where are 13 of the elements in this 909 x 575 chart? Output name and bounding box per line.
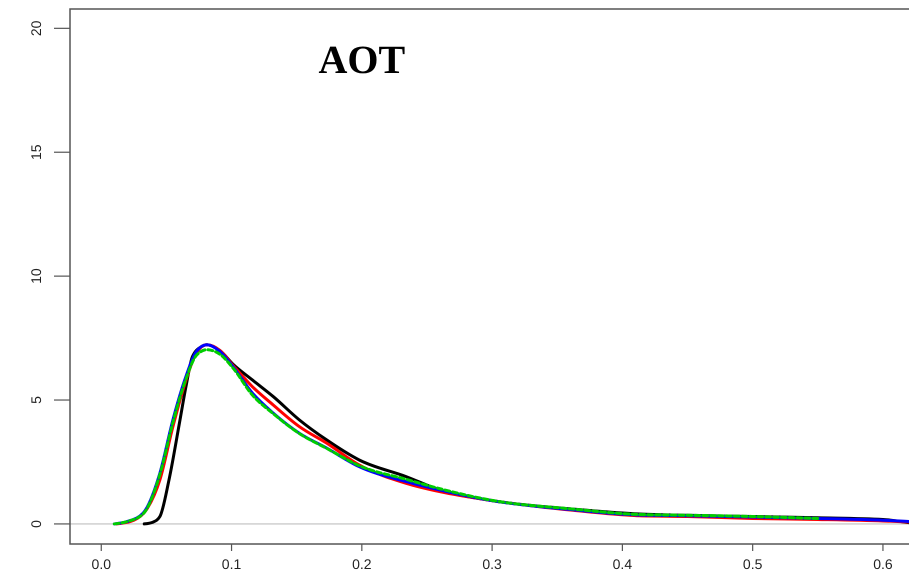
x-tick-label: 0.5 [742,556,763,572]
y-tick-label: 10 [28,268,44,284]
x-tick-label: 0.2 [352,556,372,572]
x-tick-label: 0.1 [222,556,242,572]
text: AOT [318,36,406,82]
x-tick-label: 0.4 [612,556,632,572]
x-tick-label: 0.0 [92,556,112,572]
x-tick-label: 0.3 [482,556,502,572]
x-tick-label: 0.6 [873,556,893,572]
y-tick-label: 5 [28,396,44,404]
y-tick-label: 20 [28,20,44,36]
y-tick-label: 15 [28,144,44,160]
y-tick-label: 0 [28,520,44,528]
